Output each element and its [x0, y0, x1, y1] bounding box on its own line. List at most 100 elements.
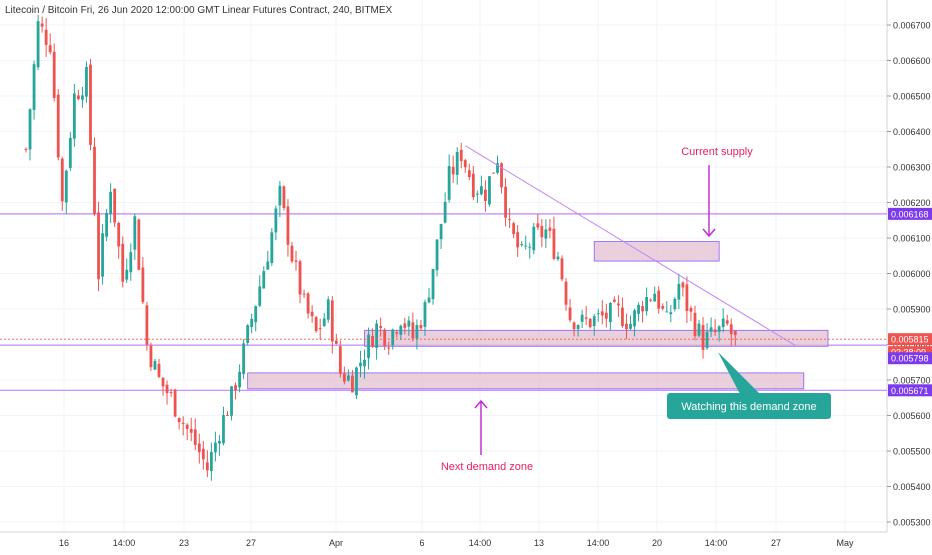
candle-body [665, 311, 669, 313]
candle-body [326, 299, 330, 320]
candle-body [612, 299, 616, 302]
candle-body [161, 377, 165, 387]
candle-body [121, 243, 125, 282]
candle-body [411, 322, 415, 339]
candle-body [484, 189, 487, 201]
candle-body [709, 327, 713, 332]
candle-body [705, 331, 709, 349]
candle-body [661, 306, 665, 309]
grid [0, 0, 887, 532]
candle-body [330, 300, 334, 342]
supply-zone[interactable] [593, 241, 720, 262]
time-tick-label: 14:00 [113, 538, 136, 548]
time-tick-label: 27 [246, 538, 256, 548]
candle-body [36, 21, 40, 68]
current-price-badge-bg [888, 333, 932, 346]
candle-body [633, 310, 636, 327]
level-badge-support-lower-bg [888, 384, 932, 397]
candle-body [193, 429, 197, 445]
resistance-trendline[interactable] [465, 145, 798, 347]
candle-body [584, 317, 588, 319]
candle-body [342, 373, 346, 382]
candle-body [242, 343, 246, 375]
candle-body [399, 325, 403, 335]
candle-body [246, 325, 250, 343]
callout-pointer [718, 352, 760, 394]
candle-body [125, 269, 129, 280]
candle-body [697, 323, 701, 336]
candle-body [28, 109, 32, 150]
candle-body [306, 293, 310, 314]
candle-body [649, 299, 653, 301]
demand-callout[interactable]: Watching this demand zone [667, 352, 831, 419]
candle-body [282, 186, 286, 208]
candle-body [52, 51, 56, 99]
candle-body [310, 311, 314, 317]
candle-body [415, 325, 419, 339]
candle-body [113, 188, 117, 223]
candle-body [189, 429, 193, 433]
time-tick-label: May [836, 538, 854, 548]
candle-body [443, 201, 447, 223]
demand-zone-next[interactable] [247, 372, 805, 390]
candle-body [431, 268, 435, 300]
candle-body [165, 384, 169, 394]
candle-body [435, 239, 439, 271]
candle-body [56, 94, 60, 158]
price-tick-label: 0.005700 [893, 376, 931, 386]
candle-body [68, 137, 72, 168]
candle-body [600, 311, 604, 316]
candle-body [81, 95, 84, 100]
candle-body [608, 303, 612, 323]
candle-body [475, 193, 479, 195]
candle-body [459, 149, 463, 161]
candle-body [467, 170, 471, 178]
candle-body [419, 325, 423, 329]
candle-body [105, 212, 108, 237]
candle-body [407, 320, 411, 327]
candle-body [387, 347, 391, 349]
candle-body [367, 334, 370, 359]
candle-body [673, 298, 677, 310]
candle-body [109, 191, 113, 214]
candle-body [556, 256, 560, 260]
candle-body [423, 302, 427, 327]
candle-body [117, 222, 121, 247]
candle-body [286, 206, 290, 245]
candle-body [197, 443, 201, 453]
time-tick-label: 14:00 [469, 538, 492, 548]
candle-body [488, 176, 491, 205]
time-tick-label: 6 [419, 538, 424, 548]
time-tick-label: 23 [179, 538, 189, 548]
candle-body [363, 359, 366, 367]
supply-annotation: Current supply [681, 146, 753, 158]
candle-body [629, 323, 632, 329]
candle-body [641, 306, 644, 312]
current-price-badge: 0.005815 [891, 335, 929, 345]
candle-body [322, 318, 326, 327]
candle-body [48, 45, 52, 53]
candle-body [141, 267, 145, 303]
candle-body [500, 163, 503, 188]
level-badge-support-upper-bg [888, 352, 932, 365]
price-tick-label: 0.005300 [893, 518, 931, 528]
candle-body [149, 345, 153, 368]
candle-body [391, 329, 395, 346]
candle-body [536, 223, 540, 228]
candle-body [294, 260, 298, 262]
candle-body [516, 232, 520, 248]
callout-box [667, 393, 831, 419]
candle-body [717, 326, 721, 332]
candle-body [234, 385, 237, 391]
level-badge-resistance-bg [888, 207, 932, 220]
candle-body [177, 417, 181, 423]
candle-body [512, 223, 516, 235]
candle-body [173, 389, 177, 417]
time-tick-label: Apr [329, 538, 343, 548]
candle-body [455, 151, 459, 175]
demand-zone-current[interactable] [364, 329, 829, 347]
levels [0, 213, 887, 391]
candle-body [298, 261, 302, 295]
candle-body [218, 440, 221, 444]
